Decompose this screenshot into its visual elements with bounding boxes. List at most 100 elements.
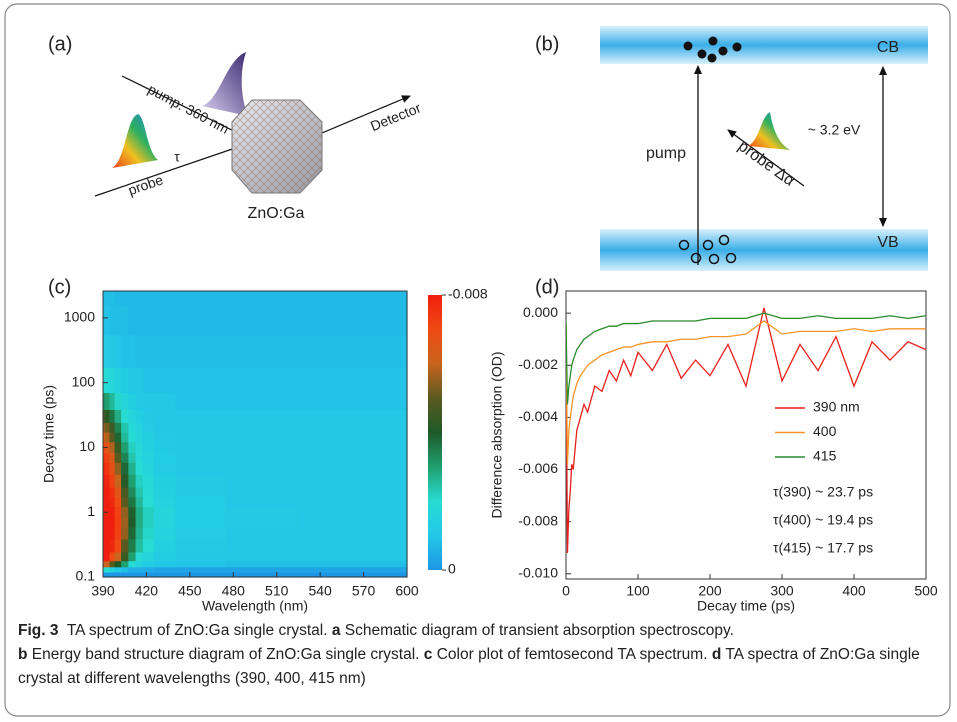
cb-label: CB: [877, 39, 899, 56]
heatmap-cell: [298, 392, 371, 410]
heatmap-cell: [143, 409, 154, 422]
heatmap-cell: [115, 527, 122, 540]
caption-letter: d: [712, 646, 721, 663]
heatmap-cell: [136, 507, 144, 518]
figure-number: Fig. 3: [18, 622, 58, 639]
heatmap-cell: [128, 497, 136, 507]
heatmap-cell: [226, 507, 299, 518]
y-axis-label: Difference absorption (OD): [489, 351, 505, 518]
heatmap-cell: [121, 517, 129, 527]
heatmap-cell: [136, 392, 144, 410]
heatmap-cell: [110, 392, 116, 410]
heatmap-cell: [128, 409, 136, 422]
heatmap-cell: [226, 527, 299, 540]
heatmap-cell: [226, 442, 299, 453]
heatmap-cell: [154, 527, 176, 540]
heatmap-cell: [121, 432, 129, 442]
heatmap-cell: [121, 291, 129, 306]
heatmap-cell: [136, 539, 144, 552]
colorbar-tick-label: 0: [448, 561, 456, 577]
heatmap-cell: [110, 432, 116, 442]
heatmap-cell: [110, 567, 116, 573]
heatmap-cell: [128, 367, 136, 393]
annotation: τ(415) ~ 17.7 ps: [773, 540, 873, 556]
heatmap-cell: [115, 462, 122, 475]
heatmap-cell: [115, 305, 122, 335]
heatmap-cell: [110, 487, 116, 497]
legend-label: 400: [813, 423, 837, 439]
heatmap-cell: [128, 517, 136, 527]
caption-text: Energy band structure diagram of ZnO:Ga …: [32, 646, 420, 663]
heatmap-cell: [298, 409, 371, 422]
heatmap-cell: [115, 335, 122, 368]
heatmap-cell: [105, 392, 110, 410]
heatmap-cell: [371, 335, 408, 368]
heatmap-cell: [154, 291, 176, 306]
x-tick-label: 540: [308, 583, 332, 599]
heatmap-cell: [226, 497, 299, 507]
heatmap-cell: [154, 487, 176, 497]
heatmap-cell: [143, 392, 154, 410]
x-tick-label: 480: [222, 583, 246, 599]
x-axis-label: Decay time (ps): [697, 598, 795, 614]
heatmap-cell: [128, 561, 136, 568]
heatmap-cell: [298, 539, 371, 552]
annotation: τ(400) ~ 19.4 ps: [773, 512, 873, 528]
heatmap-cell: [105, 335, 110, 368]
heatmap-cell: [115, 409, 122, 422]
heatmap-cell: [226, 462, 299, 475]
heatmap-cell: [128, 452, 136, 462]
y-tick-label: 10: [79, 438, 95, 454]
heatmap-cell: [105, 432, 110, 442]
heatmap-cell: [121, 409, 129, 422]
heatmap-cell: [110, 291, 116, 306]
figure-canvas: (a) pump: 360 nm probe τ Detector ZnO:Ga…: [0, 0, 957, 722]
pump-pulse: [202, 52, 248, 116]
heatmap-cell: [105, 527, 110, 540]
x-tick-label: 570: [352, 583, 376, 599]
panel-label: (d): [535, 276, 559, 298]
heatmap-cell: [226, 409, 299, 422]
heatmap-cell: [298, 507, 371, 518]
probe-beam: [95, 145, 244, 196]
heatmap-cell: [154, 462, 176, 475]
heatmap-cell: [371, 291, 408, 306]
heatmap-cell: [136, 561, 144, 568]
heatmap-cell: [154, 552, 176, 561]
heatmap-cell: [226, 291, 299, 306]
heatmap-cell: [143, 305, 154, 335]
heatmap-cell: [136, 567, 144, 573]
heatmap-cell: [298, 561, 371, 568]
heatmap-cell: [175, 432, 226, 442]
heatmap-cell: [154, 517, 176, 527]
heatmap-cell: [105, 291, 110, 306]
heatmap-cell: [110, 507, 116, 518]
heatmap-cell: [154, 305, 176, 335]
heatmap-cell: [143, 487, 154, 497]
heatmap-cell: [175, 507, 226, 518]
heatmap-cell: [110, 552, 116, 561]
heatmap-cell: [115, 432, 122, 442]
heatmap-cell: [105, 517, 110, 527]
heatmap-cell: [226, 452, 299, 462]
heatmap-cell: [136, 409, 144, 422]
heatmap-cell: [175, 561, 226, 568]
heatmap-cell: [128, 432, 136, 442]
heatmap-cell: [143, 561, 154, 568]
heatmap-cell: [110, 409, 116, 422]
x-tick-label: 510: [265, 583, 289, 599]
heatmap-cell: [143, 442, 154, 453]
heatmap-cell: [298, 517, 371, 527]
heatmap-cell: [128, 291, 136, 306]
heatmap-cell: [110, 305, 116, 335]
heatmap-cell: [371, 487, 408, 497]
heatmap-cell: [143, 291, 154, 306]
heatmap-cell: [128, 462, 136, 475]
heatmap-cell: [371, 305, 408, 335]
heatmap-cell: [143, 367, 154, 393]
heatmap-cell: [371, 527, 408, 540]
heatmap-cell: [128, 422, 136, 432]
heatmap-cell: [121, 561, 129, 568]
heatmap-cell: [371, 552, 408, 561]
heatmap-cell: [110, 527, 116, 540]
